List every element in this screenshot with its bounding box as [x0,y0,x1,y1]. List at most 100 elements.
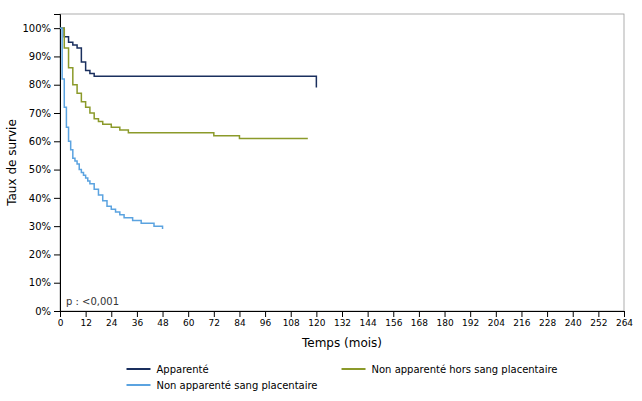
tick-mark [624,311,625,317]
step-line [60,28,163,229]
tick-label: 168 [411,318,428,328]
tick-mark [188,311,189,317]
legend-item: Non apparenté hors sang placentaire [342,364,558,375]
tick: 72 [209,311,220,328]
tick: 90% [29,51,60,62]
tick: 216 [513,311,530,328]
legend-label: Apparenté [157,364,209,375]
plot-frame [60,14,624,311]
tick-label: 0% [35,306,51,317]
tick: 60% [29,136,60,147]
tick-label: 90% [29,51,51,62]
tick-label: 252 [590,318,607,328]
tick-mark [54,226,60,227]
legend-swatch [127,368,151,370]
tick-label: 108 [283,318,300,328]
annotation: p : <0,001 [66,296,119,307]
tick-label: 60% [29,136,51,147]
tick-label: 10% [29,277,51,288]
y-axis-title: Taux de survie [5,119,19,207]
tick-label: 228 [539,318,556,328]
tick-label: 216 [513,318,530,328]
tick: 36 [132,311,144,328]
tick-mark [521,311,522,317]
x-axis: 0122436486072849610812013214415616818019… [58,311,634,328]
tick-mark [54,311,60,312]
tick: 96 [260,311,272,328]
tick-mark [54,85,60,86]
tick: 168 [411,311,428,328]
legend: Apparenté Non apparenté hors sang placent… [127,364,558,391]
tick: 80% [29,79,60,90]
tick-mark [54,28,60,29]
tick-label: 60 [183,318,195,328]
axis-line [61,312,625,318]
plot-area [60,28,316,229]
tick: 40% [29,193,60,204]
tick-mark [265,311,266,317]
tick: 100% [22,23,60,34]
tick: 264 [616,311,633,328]
tick-label: 144 [360,318,377,328]
tick: 0% [35,306,60,317]
step-line [60,28,308,138]
chart: 0122436486072849610812013214415616818019… [0,0,642,401]
tick: 0 [58,311,64,328]
tick-mark [54,198,60,199]
tick: 60 [183,311,195,328]
tick-label: 0 [58,318,64,328]
tick-label: 156 [385,318,402,328]
legend-item: Apparenté [127,364,209,375]
tick-label: 48 [157,318,169,328]
tick: 240 [565,311,582,328]
tick-label: 40% [29,193,51,204]
tick-label: 240 [565,318,582,328]
tick-mark [573,311,574,317]
tick: 84 [234,311,246,328]
tick-mark [214,311,215,317]
legend-label: Non apparenté sang placentaire [157,380,318,391]
tick: 12 [80,311,91,328]
tick-mark [342,311,343,317]
tick-mark [496,311,497,317]
tick-mark [291,311,292,317]
tick: 70% [29,108,60,119]
tick: 48 [157,311,169,328]
tick-mark [419,311,420,317]
tick: 192 [462,311,479,328]
tick-mark [54,254,60,255]
tick-label: 132 [334,318,351,328]
tick: 24 [106,311,118,328]
tick-mark [445,311,446,317]
tick-mark [111,311,112,317]
x-axis-title: Temps (mois) [301,336,382,350]
tick-label: 80% [29,79,51,90]
tick: 228 [539,311,556,328]
y-axis: 0%10%20%30%40%50%60%70%80%90%100% [22,15,60,317]
tick-mark [54,141,60,142]
tick-label: 204 [488,318,505,328]
tick: 156 [385,311,402,328]
tick: 252 [590,311,607,328]
legend-swatch [342,368,366,370]
tick-mark [393,311,394,317]
tick-label: 192 [462,318,479,328]
tick-label: 180 [436,318,453,328]
tick-mark [86,311,87,317]
legend-label: Non apparenté hors sang placentaire [372,364,558,375]
legend-item: Non apparenté sang placentaire [127,380,318,391]
tick-mark [239,311,240,317]
step-line [60,28,316,87]
tick: 204 [488,311,505,328]
tick-mark [54,170,60,171]
tick: 108 [283,311,300,328]
tick-label: 72 [209,318,220,328]
tick-mark [316,311,317,317]
tick: 10% [29,277,60,288]
tick-mark [368,311,369,317]
tick-mark [54,283,60,284]
tick-mark [137,311,138,317]
tick: 144 [360,311,377,328]
tick-label: 12 [80,318,91,328]
tick-label: 24 [106,318,118,328]
